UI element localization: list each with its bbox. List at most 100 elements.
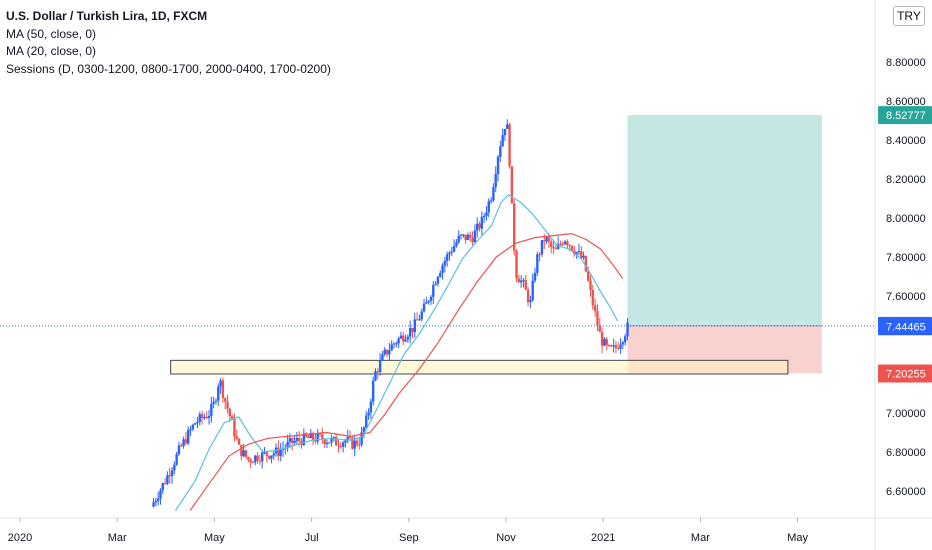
candle-body: [328, 442, 331, 444]
candle-body: [365, 415, 368, 428]
candle-body: [180, 445, 183, 447]
price-tick-label: 6.80000: [886, 447, 926, 459]
indicator-ma50[interactable]: MA (50, close, 0): [6, 26, 97, 41]
candle-body: [344, 440, 347, 443]
candle-body: [591, 290, 595, 306]
candle-body: [214, 400, 218, 402]
candle-body: [249, 459, 252, 463]
candle-body: [156, 498, 160, 501]
candle-body: [376, 371, 379, 373]
candle-body: [626, 322, 629, 337]
candle-body: [570, 245, 574, 251]
candle-body: [552, 246, 555, 249]
candle-body: [168, 475, 171, 477]
candle-body: [374, 371, 377, 381]
time-axis[interactable]: 2020 Mar May Jul Sep Nov 2021 Mar May: [0, 517, 932, 544]
candle-body: [367, 412, 370, 416]
candle-body: [586, 271, 590, 281]
candle-body: [267, 455, 271, 459]
candle-body: [480, 216, 484, 229]
candle-body: [311, 432, 315, 440]
candle-body: [286, 441, 289, 448]
chart-zones: [170, 115, 822, 375]
candle-body: [226, 401, 229, 409]
candle-body: [482, 216, 486, 218]
candle-body: [242, 450, 245, 457]
ma50-line: [189, 232, 624, 511]
currency-button[interactable]: TRY: [893, 6, 925, 26]
candle-body: [603, 339, 606, 346]
candle-body: [596, 311, 599, 326]
candle-body: [388, 350, 391, 355]
price-axis[interactable]: 8.80000 8.60000 8.40000 8.20000 8.00000 7.800…: [874, 0, 926, 550]
candle-body: [279, 449, 282, 456]
candle-body: [237, 438, 241, 445]
candle-body: [439, 273, 442, 277]
candle-body: [478, 223, 481, 229]
candle-body: [559, 244, 562, 246]
candle-body: [154, 500, 158, 503]
symbol-title[interactable]: U.S. Dollar / Turkish Lira, 1D, FXCM: [6, 9, 208, 23]
candle-body: [533, 272, 537, 281]
candle-body: [473, 230, 477, 243]
time-tick-label: Jul: [305, 532, 319, 544]
candle-body: [230, 416, 234, 419]
candle-body: [492, 187, 495, 201]
candle-body: [469, 234, 472, 238]
price-tick-label: 6.60000: [886, 486, 926, 498]
candle-body: [459, 234, 463, 236]
candle-body: [325, 442, 329, 445]
candle-body: [411, 328, 414, 333]
candle-body: [402, 335, 405, 342]
candle-body: [318, 433, 322, 435]
candle-body: [441, 265, 444, 274]
candle-body: [543, 240, 546, 242]
time-tick-label: Sep: [399, 532, 419, 544]
candle-body: [515, 250, 518, 279]
candle-body: [436, 276, 440, 284]
candle-body: [330, 438, 333, 443]
candle-body: [425, 302, 428, 304]
candle-body: [418, 319, 421, 321]
candle-body: [584, 255, 588, 272]
price-badge: [878, 317, 932, 336]
candle-body: [610, 345, 613, 347]
time-tick-label: 2020: [8, 532, 32, 544]
candle-body: [309, 432, 312, 439]
candle-body: [207, 416, 211, 418]
candle-body: [177, 445, 181, 455]
candle-body: [288, 438, 292, 442]
candle-body: [487, 200, 490, 213]
candle-body: [332, 437, 336, 439]
candle-body: [408, 328, 412, 337]
candle-body: [159, 490, 162, 499]
candle-body: [499, 146, 502, 157]
candle-body: [593, 305, 597, 312]
candle-body: [545, 237, 548, 242]
candle-body: [173, 464, 176, 471]
candle-body: [161, 483, 164, 491]
candle-body: [517, 278, 521, 283]
candle-body: [337, 445, 340, 447]
price-badge: [878, 106, 932, 125]
candle-body: [427, 300, 430, 303]
price-tick-label: 7.80000: [886, 252, 926, 264]
candle-body: [399, 335, 403, 339]
indicator-sessions[interactable]: Sessions (D, 0300-1200, 0800-1700, 2000-…: [6, 61, 331, 76]
candle-body: [251, 462, 255, 464]
moving-average-lines: [175, 193, 624, 511]
candle-body: [362, 427, 366, 433]
time-tick-label: Mar: [108, 532, 127, 544]
candle-body: [191, 424, 195, 430]
candle-body: [272, 453, 275, 456]
candle-body: [540, 240, 544, 255]
indicator-ma20[interactable]: MA (20, close, 0): [6, 44, 97, 58]
candle-body: [381, 354, 384, 361]
candle-body: [175, 454, 178, 465]
candle-body: [235, 436, 238, 439]
candle-body: [577, 251, 581, 253]
candle-body: [605, 339, 608, 346]
candle-body: [526, 289, 530, 303]
candle-body: [485, 212, 488, 217]
